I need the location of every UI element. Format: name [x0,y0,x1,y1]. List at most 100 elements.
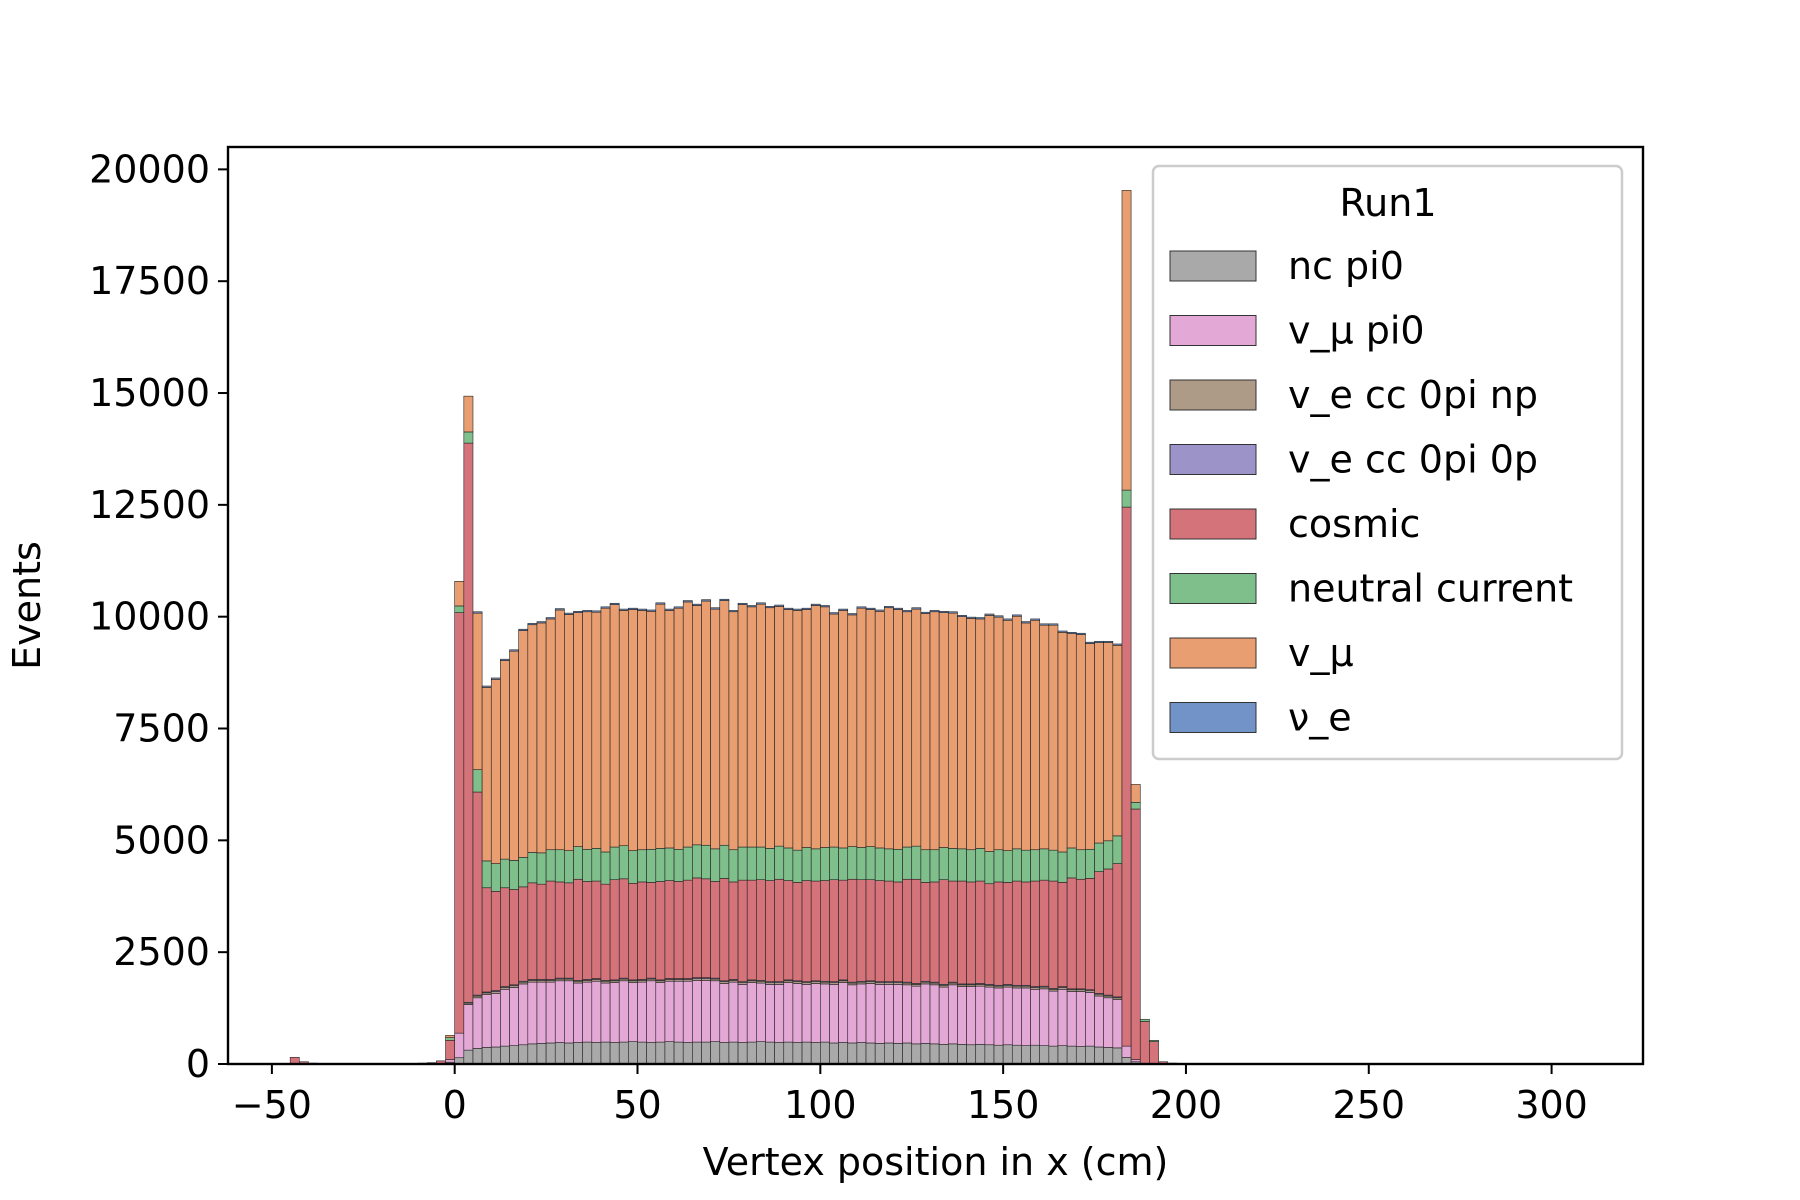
y-tick-label: 20000 [89,147,210,191]
bar-v--54 [783,609,794,849]
bar-nc-pi0-22 [490,1046,501,1065]
bar-v--26 [527,624,538,853]
bar-v--38 [637,610,647,851]
bar-cosmic-84 [1057,882,1068,987]
bar-v--59 [829,613,839,848]
bar-nc-pi0-70 [929,1043,940,1065]
bar-neutral-current-84 [1057,851,1068,883]
bar--e-48 [728,610,739,613]
bar-v--60 [838,610,849,849]
bar-v--39 [646,611,657,850]
bar-v-pi0-62 [856,983,867,1043]
bar--e-80 [1021,621,1031,624]
bar--e-75 [975,617,986,620]
bar-v--25 [518,630,529,858]
bar-cosmic-61 [847,878,858,983]
bar-v--36 [618,610,629,847]
bar-nc-pi0-71 [938,1044,949,1065]
bar-v-pi0-74 [966,986,977,1046]
bar-cosmic-51 [756,879,766,981]
bar-cosmic-19 [463,442,474,1003]
y-tick-label: 15000 [89,371,210,415]
bar-v--45 [701,600,711,846]
bar--e-83 [1048,623,1059,626]
bar-nc-pi0-84 [1057,1045,1068,1065]
bar-neutral-current-76 [984,851,995,885]
bar-neutral-current-24 [509,860,519,890]
bar-v--58 [820,606,830,848]
bar-neutral-current-57 [810,848,821,882]
bar-cosmic-57 [810,880,821,982]
bar-cosmic-49 [737,879,748,982]
bar-nc-pi0-78 [1002,1044,1013,1065]
bar-cosmic-22 [490,891,501,991]
bar-neutral-current-91 [1121,489,1132,508]
x-tick-label: 0 [443,1083,467,1127]
bar-cosmic-27 [536,883,547,980]
bar-v--84 [1057,632,1068,853]
bar-cosmic-42 [673,881,684,979]
bar-v-pi0-48 [728,981,739,1043]
bar-neutral-current-23 [500,858,510,889]
bar-v--19 [463,395,474,433]
x-axis-title: Vertex position in x (cm) [703,1140,1169,1184]
bar-v-pi0-92 [1130,1059,1141,1063]
bar--e-76 [984,613,995,616]
bar-v-pi0-20 [472,997,483,1049]
bar-v-pi0-59 [829,984,839,1044]
bar-neutral-current-52 [765,848,775,881]
bar--e-60 [838,608,849,611]
bar-cosmic-94 [1149,1041,1159,1065]
bar-neutral-current-65 [884,848,894,882]
bar-neutral-current-51 [756,846,766,881]
legend-entry-label: v_μ [1288,631,1354,675]
bar-neutral-current-18 [454,605,465,613]
bar-nc-pi0-77 [993,1044,1004,1065]
bar-v--87 [1085,643,1095,850]
bar-v--43 [682,601,693,848]
bar-cosmic-59 [829,879,839,982]
bar--e-53 [774,604,785,607]
bar--e-27 [536,621,547,624]
bar-v--20 [472,612,483,770]
bar--e-22 [490,677,501,680]
legend-swatch [1169,508,1257,540]
bar--e-89 [1103,640,1114,643]
bar-v--77 [993,616,1004,851]
bar-neutral-current-82 [1039,848,1050,881]
legend-swatch [1169,315,1257,346]
bar-nc-pi0-61 [847,1042,858,1065]
bar-v--73 [957,616,967,850]
bar-nc-pi0-83 [1048,1045,1059,1065]
bar-cosmic-55 [792,882,803,982]
bar-neutral-current-55 [792,849,803,883]
bar-neutral-current-30 [564,850,574,884]
bar-v--51 [756,603,766,848]
bar-cosmic-69 [920,882,931,982]
bar-v-pi0-57 [810,983,821,1043]
bar--e-65 [884,606,894,609]
bar-cosmic-25 [518,886,529,982]
bar--e-70 [929,610,940,613]
bar-neutral-current-56 [801,847,812,881]
bar-v-pi0-45 [701,980,711,1043]
bar-v--40 [655,603,666,849]
y-tick-label: 2500 [113,930,210,974]
bar-v--71 [938,612,949,848]
bar-neutral-current-83 [1048,849,1059,882]
bar-cosmic-71 [938,879,949,985]
bar-neutral-current-85 [1066,847,1077,879]
bar-cosmic-66 [893,881,903,982]
bar-cosmic-32 [582,881,593,980]
bar--e-66 [893,607,903,610]
bar-cosmic-70 [929,881,940,983]
bar-neutral-current-93 [1139,1018,1150,1022]
bar-cosmic-86 [1075,878,1086,990]
bar-v-pi0-55 [792,983,803,1043]
bar--e-64 [874,609,885,612]
bar-v-pi0-50 [746,982,757,1043]
bar-cosmic-53 [774,878,785,982]
bar-v-pi0-90 [1112,999,1123,1049]
bar-v--22 [490,679,501,864]
bar-neutral-current-40 [655,848,666,882]
